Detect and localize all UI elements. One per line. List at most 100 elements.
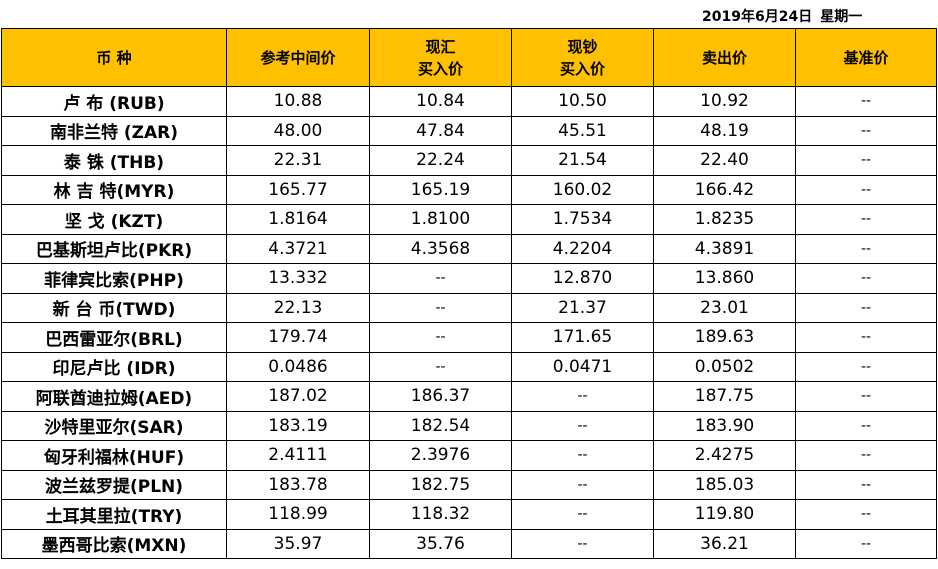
reference-middle-cell: 1.8164 bbox=[226, 204, 370, 235]
reference-middle-cell: 4.3721 bbox=[226, 233, 370, 264]
weekday-text: 星期一 bbox=[820, 9, 863, 25]
column-header-selling: 卖出价 bbox=[653, 28, 796, 87]
reference-middle-cell: 179.74 bbox=[226, 322, 370, 353]
table-row: 坚 戈 (KZT) 1.8164 1.8100 1.7534 1.8235 -- bbox=[1, 204, 937, 235]
column-header-line1: 基准价 bbox=[843, 48, 889, 67]
selling-cell: 13.860 bbox=[653, 263, 796, 294]
currency-cell: 卢 布 (RUB) bbox=[1, 86, 227, 117]
cash-buying-cell: 21.54 bbox=[511, 145, 654, 176]
spot-buying-cell: 165.19 bbox=[369, 174, 512, 205]
reference-middle-cell: 10.88 bbox=[226, 86, 370, 117]
spot-buying-cell: 186.37 bbox=[369, 381, 512, 412]
benchmark-cell: -- bbox=[795, 292, 937, 323]
benchmark-cell: -- bbox=[795, 499, 937, 530]
selling-cell: 185.03 bbox=[653, 469, 796, 500]
selling-cell: 0.0502 bbox=[653, 351, 796, 382]
table-row: 阿联酋迪拉姆(AED) 187.02 186.37 -- 187.75 -- bbox=[1, 381, 937, 412]
currency-cell: 新 台 币(TWD) bbox=[1, 292, 227, 323]
spot-buying-cell: 2.3976 bbox=[369, 440, 512, 471]
reference-middle-cell: 165.77 bbox=[226, 174, 370, 205]
currency-cell: 波兰兹罗提(PLN) bbox=[1, 469, 227, 500]
column-header-spot-buying: 现汇 买入价 bbox=[369, 28, 512, 87]
currency-cell: 泰 铢 (THB) bbox=[1, 145, 227, 176]
spot-buying-cell: 22.24 bbox=[369, 145, 512, 176]
selling-cell: 48.19 bbox=[653, 115, 796, 146]
column-header-cash-buying: 现钞 买入价 bbox=[511, 28, 654, 87]
table-row: 菲律宾比索(PHP) 13.332 -- 12.870 13.860 -- bbox=[1, 263, 937, 294]
currency-cell: 坚 戈 (KZT) bbox=[1, 204, 227, 235]
spot-buying-cell: 1.8100 bbox=[369, 204, 512, 235]
reference-middle-cell: 35.97 bbox=[226, 528, 370, 559]
header-row: 币 种参考中间价 现汇 买入价 现钞 买入价 卖出价 基准价 bbox=[1, 28, 937, 87]
date-line: 2019年6月24日 星期一 bbox=[702, 6, 862, 26]
selling-cell: 22.40 bbox=[653, 145, 796, 176]
spot-buying-cell: 182.54 bbox=[369, 410, 512, 441]
reference-middle-cell: 187.02 bbox=[226, 381, 370, 412]
benchmark-cell: -- bbox=[795, 263, 937, 294]
benchmark-cell: -- bbox=[795, 322, 937, 353]
benchmark-cell: -- bbox=[795, 440, 937, 471]
cash-buying-cell: 0.0471 bbox=[511, 351, 654, 382]
column-header-line1: 币 种 bbox=[96, 48, 132, 67]
table-row: 林 吉 特(MYR) 165.77 165.19 160.02 166.42 -- bbox=[1, 174, 937, 205]
benchmark-cell: -- bbox=[795, 115, 937, 146]
column-header-benchmark: 基准价 bbox=[795, 28, 937, 87]
spot-buying-cell: 47.84 bbox=[369, 115, 512, 146]
selling-cell: 119.80 bbox=[653, 499, 796, 530]
exchange-rate-table: 币 种参考中间价 现汇 买入价 现钞 买入价 卖出价 基准价 卢 布 (RUB) 10.88 1… bbox=[1, 28, 937, 559]
column-header-line2: 买入价 bbox=[559, 59, 605, 78]
column-header-line2: 买入价 bbox=[417, 59, 463, 78]
spot-buying-cell: -- bbox=[369, 351, 512, 382]
column-header-line1: 卖出价 bbox=[701, 48, 747, 67]
benchmark-cell: -- bbox=[795, 351, 937, 382]
reference-middle-cell: 0.0486 bbox=[226, 351, 370, 382]
benchmark-cell: -- bbox=[795, 410, 937, 441]
table-row: 沙特里亚尔(SAR) 183.19 182.54 -- 183.90 -- bbox=[1, 410, 937, 441]
cash-buying-cell: -- bbox=[511, 499, 654, 530]
currency-cell: 匈牙利福林(HUF) bbox=[1, 440, 227, 471]
cash-buying-cell: 10.50 bbox=[511, 86, 654, 117]
currency-cell: 巴西雷亚尔(BRL) bbox=[1, 322, 227, 353]
reference-middle-cell: 13.332 bbox=[226, 263, 370, 294]
currency-cell: 墨西哥比索(MXN) bbox=[1, 528, 227, 559]
table-row: 印尼卢比 (IDR) 0.0486 -- 0.0471 0.0502 -- bbox=[1, 351, 937, 382]
selling-cell: 36.21 bbox=[653, 528, 796, 559]
cash-buying-cell: -- bbox=[511, 410, 654, 441]
currency-cell: 菲律宾比索(PHP) bbox=[1, 263, 227, 294]
cash-buying-cell: 21.37 bbox=[511, 292, 654, 323]
cash-buying-cell: 1.7534 bbox=[511, 204, 654, 235]
selling-cell: 189.63 bbox=[653, 322, 796, 353]
reference-middle-cell: 2.4111 bbox=[226, 440, 370, 471]
table-header: 币 种参考中间价 现汇 买入价 现钞 买入价 卖出价 基准价 bbox=[1, 28, 937, 87]
benchmark-cell: -- bbox=[795, 381, 937, 412]
benchmark-cell: -- bbox=[795, 528, 937, 559]
column-header-line1: 参考中间价 bbox=[260, 48, 336, 67]
benchmark-cell: -- bbox=[795, 204, 937, 235]
cash-buying-cell: -- bbox=[511, 440, 654, 471]
cash-buying-cell: 171.65 bbox=[511, 322, 654, 353]
reference-middle-cell: 118.99 bbox=[226, 499, 370, 530]
currency-cell: 土耳其里拉(TRY) bbox=[1, 499, 227, 530]
spot-buying-cell: 35.76 bbox=[369, 528, 512, 559]
reference-middle-cell: 22.31 bbox=[226, 145, 370, 176]
column-header-line1: 现钞 bbox=[567, 37, 598, 56]
selling-cell: 1.8235 bbox=[653, 204, 796, 235]
benchmark-cell: -- bbox=[795, 174, 937, 205]
currency-cell: 印尼卢比 (IDR) bbox=[1, 351, 227, 382]
table-row: 巴西雷亚尔(BRL) 179.74 -- 171.65 189.63 -- bbox=[1, 322, 937, 353]
table-row: 泰 铢 (THB) 22.31 22.24 21.54 22.40 -- bbox=[1, 145, 937, 176]
table-row: 匈牙利福林(HUF) 2.4111 2.3976 -- 2.4275 -- bbox=[1, 440, 937, 471]
table-row: 卢 布 (RUB) 10.88 10.84 10.50 10.92 -- bbox=[1, 86, 937, 117]
selling-cell: 23.01 bbox=[653, 292, 796, 323]
reference-middle-cell: 48.00 bbox=[226, 115, 370, 146]
benchmark-cell: -- bbox=[795, 145, 937, 176]
selling-cell: 2.4275 bbox=[653, 440, 796, 471]
reference-middle-cell: 183.19 bbox=[226, 410, 370, 441]
spot-buying-cell: -- bbox=[369, 322, 512, 353]
cash-buying-cell: 160.02 bbox=[511, 174, 654, 205]
benchmark-cell: -- bbox=[795, 469, 937, 500]
selling-cell: 166.42 bbox=[653, 174, 796, 205]
currency-cell: 南非兰特 (ZAR) bbox=[1, 115, 227, 146]
spot-buying-cell: 118.32 bbox=[369, 499, 512, 530]
spot-buying-cell: 4.3568 bbox=[369, 233, 512, 264]
